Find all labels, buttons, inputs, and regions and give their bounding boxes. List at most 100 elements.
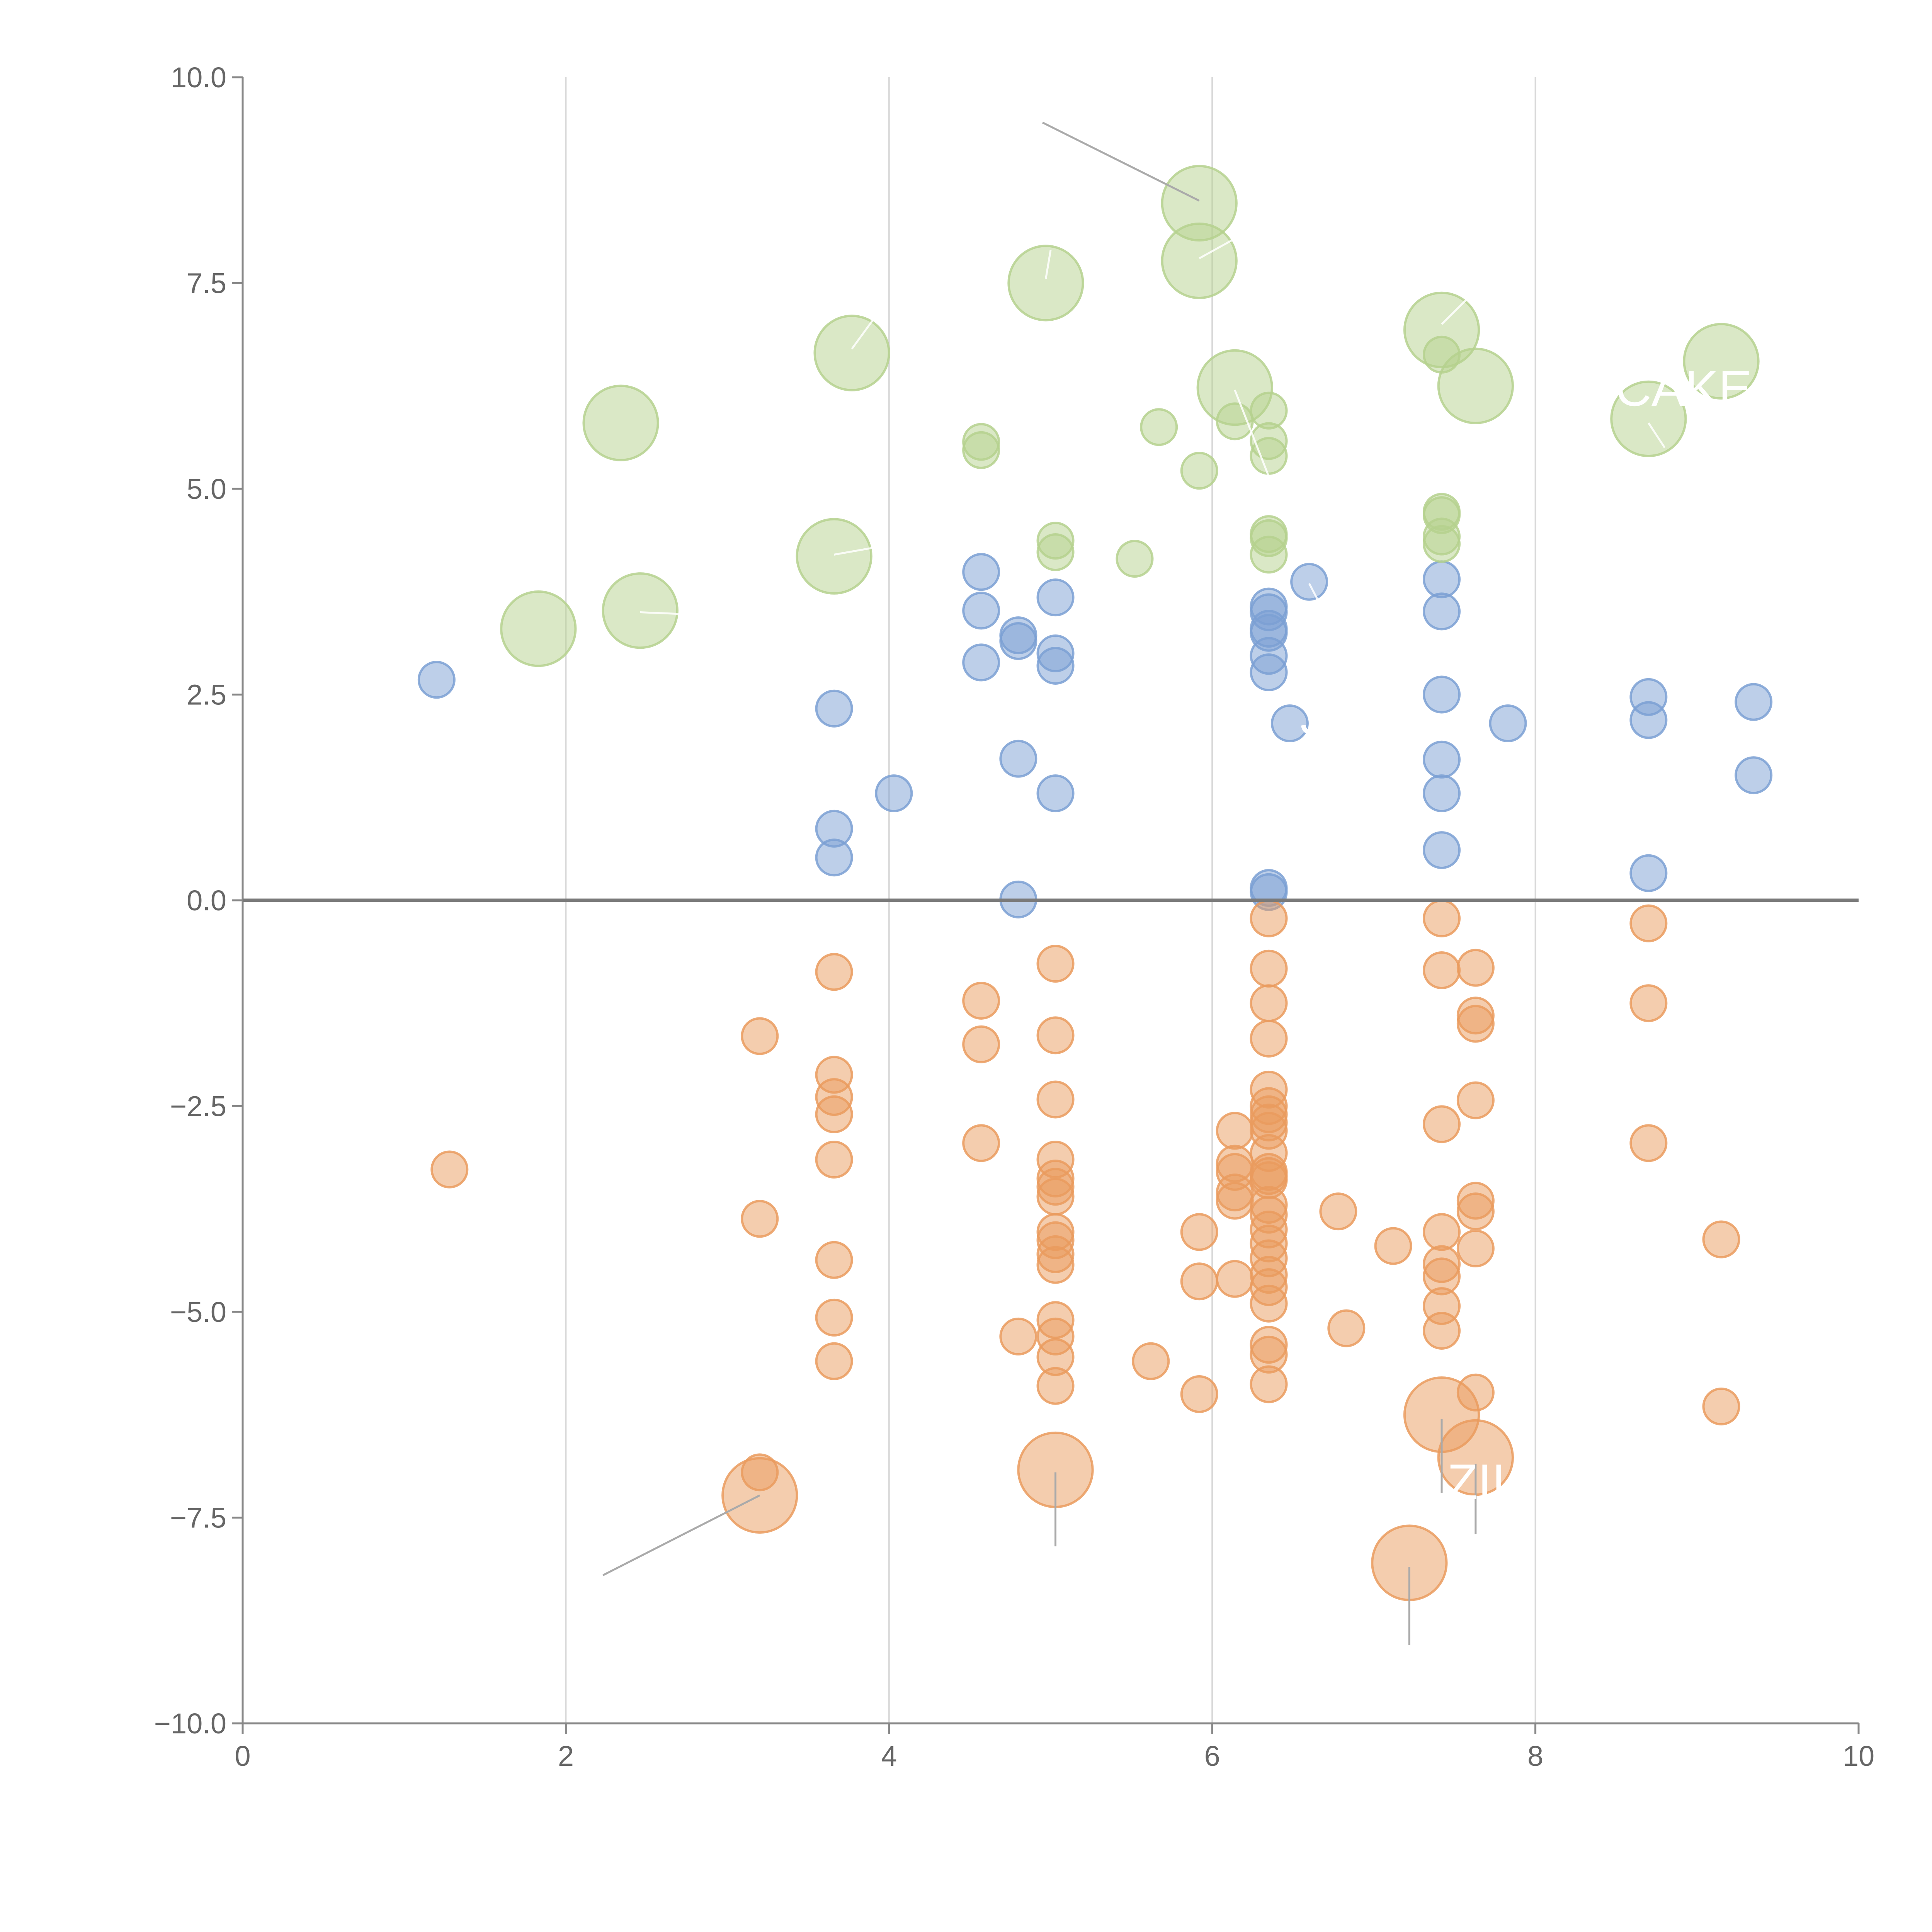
leader-white-6 bbox=[1308, 583, 1323, 609]
bubble-negative-67 bbox=[1319, 1192, 1357, 1231]
bubble-negative-12 bbox=[815, 1342, 853, 1380]
bubble-positive-4 bbox=[875, 774, 913, 813]
bubble-negative-92 bbox=[1702, 1220, 1740, 1259]
bubble-large-22 bbox=[1250, 536, 1288, 574]
leader-white-0 bbox=[640, 611, 679, 615]
bubble-negative-45 bbox=[1250, 984, 1288, 1022]
bubble-negative-5 bbox=[815, 953, 853, 991]
bubble-negative-10 bbox=[815, 1241, 853, 1279]
bubble-negative-71 bbox=[1423, 899, 1461, 937]
bubble-positive-35 bbox=[1629, 854, 1668, 892]
point-label-cake: CAKE bbox=[1615, 360, 1752, 417]
bubble-negative-89 bbox=[1629, 904, 1668, 942]
x-tick-label: 6 bbox=[1204, 1740, 1220, 1772]
y-tick-label: −2.5 bbox=[170, 1090, 226, 1122]
bubble-negative-0 bbox=[430, 1150, 469, 1189]
bubble-negative-91 bbox=[1629, 1124, 1668, 1162]
bubble-positive-7 bbox=[962, 643, 1000, 682]
bubble-negative-31 bbox=[1036, 1367, 1075, 1405]
bubble-negative-34 bbox=[1180, 1213, 1218, 1251]
bubble-negative-68 bbox=[1327, 1309, 1366, 1347]
leader-white-7 bbox=[1441, 294, 1472, 325]
point-label-j: J bbox=[1300, 689, 1325, 745]
bubble-positive-37 bbox=[1735, 756, 1773, 794]
bubble-positive-32 bbox=[1489, 704, 1527, 743]
bubble-large-29 bbox=[1437, 347, 1514, 424]
bubble-negative-2 bbox=[741, 1200, 779, 1238]
y-tick-label: 5.0 bbox=[187, 473, 226, 505]
leader-line-5 bbox=[1042, 121, 1200, 202]
bubble-negative-66 bbox=[1250, 1365, 1288, 1403]
bubble-negative-44 bbox=[1250, 949, 1288, 988]
bubble-large-7 bbox=[1007, 245, 1084, 321]
bubble-negative-37 bbox=[1216, 1112, 1254, 1150]
bubble-negative-93 bbox=[1702, 1387, 1740, 1425]
bubble-negative-90 bbox=[1629, 984, 1668, 1022]
point-label-zii: ZII bbox=[1447, 1454, 1506, 1510]
bubble-large-19 bbox=[1250, 437, 1288, 475]
bubble-negative-73 bbox=[1423, 1105, 1461, 1143]
leader-white-8 bbox=[1648, 422, 1666, 448]
leader-white-4 bbox=[1199, 237, 1237, 259]
y-tick-label: 7.5 bbox=[187, 267, 226, 299]
x-tick-label: 8 bbox=[1527, 1740, 1543, 1772]
bubble-negative-11 bbox=[815, 1298, 853, 1337]
bubble-negative-35 bbox=[1180, 1262, 1218, 1301]
bubble-positive-28 bbox=[1423, 675, 1461, 714]
bubble-positive-6 bbox=[962, 592, 1000, 630]
bubble-positive-36 bbox=[1735, 683, 1773, 721]
bubble-positive-0 bbox=[417, 661, 456, 699]
bubble-negative-33 bbox=[1132, 1342, 1170, 1380]
bubble-negative-83 bbox=[1456, 1081, 1495, 1119]
bubble-negative-86 bbox=[1456, 1229, 1495, 1267]
bubble-large-0 bbox=[500, 590, 577, 667]
bubble-positive-25 bbox=[1290, 563, 1328, 601]
bubble-negative-14 bbox=[962, 1025, 1000, 1063]
bubble-negative-16 bbox=[999, 1317, 1037, 1355]
bubble-large-11 bbox=[1140, 408, 1178, 446]
bubble-positive-12 bbox=[1036, 578, 1075, 617]
x-tick-label: 0 bbox=[235, 1740, 250, 1772]
bubble-large-30 bbox=[1610, 380, 1687, 457]
bubble-positive-5 bbox=[962, 553, 1000, 591]
y-tick-label: −10.0 bbox=[154, 1708, 226, 1740]
x-tick-label: 10 bbox=[1843, 1740, 1874, 1772]
y-tick-label: 0.0 bbox=[187, 884, 226, 917]
bubble-negative-36 bbox=[1180, 1375, 1218, 1413]
bubble-large-31 bbox=[1683, 323, 1760, 400]
leader-white-5 bbox=[1234, 389, 1270, 477]
bubble-negative-23 bbox=[1036, 1177, 1075, 1216]
bubble-negative-15 bbox=[962, 1124, 1000, 1162]
bubble-positive-27 bbox=[1423, 592, 1461, 631]
bubble-negative-42 bbox=[1216, 1260, 1254, 1298]
axes: 10.0 7.5 5.0 2.5 0.0 −2.5 −5.0 −7.5 −10.0 0 2 4 6 8 10 bbox=[154, 61, 1874, 1772]
point-labels: ZII CAKE J bbox=[1300, 360, 1752, 1510]
bubble-negative-72 bbox=[1423, 951, 1461, 990]
bubble-positive-29 bbox=[1423, 740, 1461, 779]
bubble-negative-18 bbox=[1036, 1016, 1075, 1054]
bubble-negative-43 bbox=[1250, 899, 1288, 937]
bubble-large-12 bbox=[1180, 452, 1218, 490]
leader-white-1 bbox=[834, 545, 881, 556]
bubble-positive-15 bbox=[1036, 774, 1075, 813]
bubble-positive-31 bbox=[1423, 831, 1461, 869]
bubble-large-4 bbox=[813, 315, 890, 391]
bubble-negative-46 bbox=[1250, 1019, 1288, 1058]
bubble-negative-41 bbox=[1216, 1182, 1254, 1220]
bubble-positive-26 bbox=[1423, 560, 1461, 599]
bubble-large-3 bbox=[796, 518, 872, 595]
bubble-large-2 bbox=[602, 572, 679, 649]
bubble-negative-69 bbox=[1374, 1227, 1412, 1265]
x-tick-label: 2 bbox=[558, 1740, 574, 1772]
bubble-negative-8 bbox=[815, 1095, 853, 1133]
bubble-negative-85 bbox=[1456, 1192, 1495, 1231]
bubble-large-14 bbox=[1161, 222, 1238, 299]
bubble-negative-9 bbox=[815, 1140, 853, 1179]
bubble-negative-19 bbox=[1036, 1080, 1075, 1119]
bubble-negative-13 bbox=[962, 981, 1000, 1020]
bubble-layer bbox=[417, 165, 1773, 1601]
bubble-negative-1 bbox=[741, 1017, 779, 1055]
label-leader-lines bbox=[602, 121, 1666, 1645]
y-tick-label: −7.5 bbox=[170, 1502, 226, 1534]
bubble-large-6 bbox=[962, 431, 1000, 469]
